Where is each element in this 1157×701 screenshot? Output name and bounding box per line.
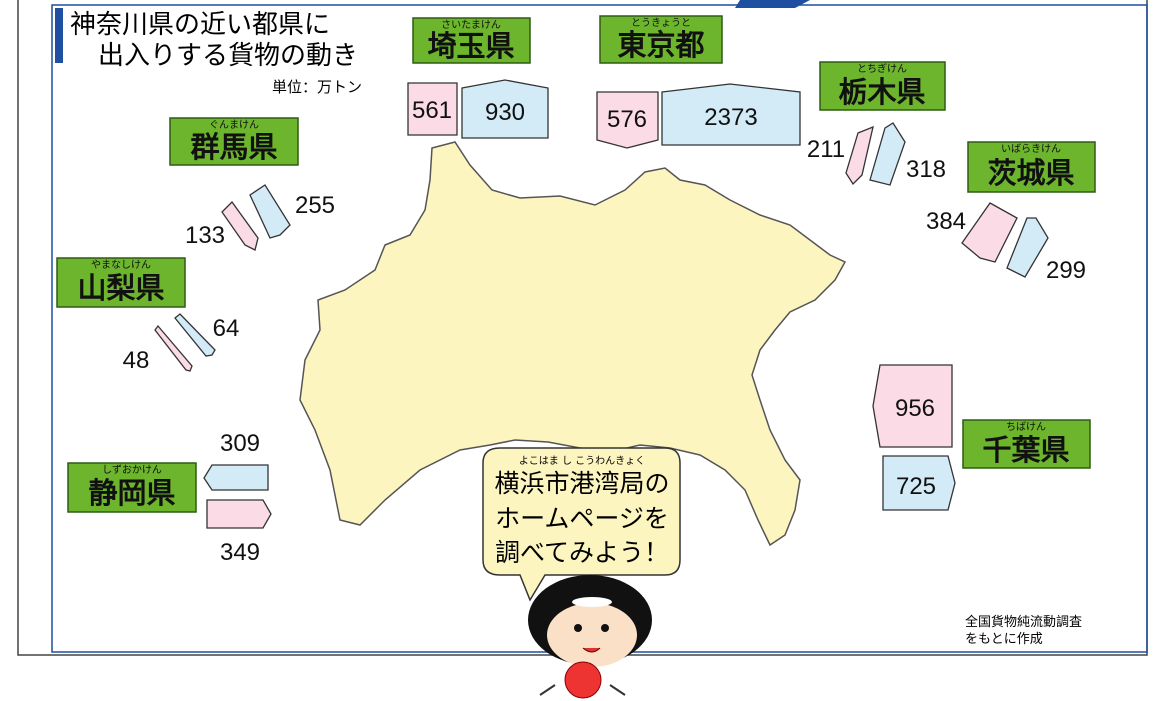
ruby: ちばけん [1006, 421, 1046, 433]
value: 211 [807, 136, 845, 163]
prefecture-label [56, 257, 186, 308]
ruby: とちぎけん [857, 62, 907, 75]
value: 48 [123, 347, 150, 374]
title: 出入りする貨物の動き [98, 41, 358, 71]
mascot [528, 575, 652, 699]
value: 64 [213, 315, 240, 342]
value: 309 [220, 430, 260, 457]
value: 956 [895, 395, 935, 422]
value: 561 [412, 97, 452, 124]
arrow-in [845, 125, 874, 186]
speech-bubble [482, 447, 681, 602]
arrow-in [407, 82, 458, 136]
arrow-out [174, 313, 216, 357]
arrow-in [961, 202, 1018, 263]
ruby: いばらきけん [1001, 143, 1061, 155]
title-bar [55, 8, 63, 63]
arrow-out [203, 464, 269, 491]
prefecture-label [599, 15, 723, 64]
ruby: やまなしけん [91, 259, 151, 271]
value: 349 [220, 539, 260, 566]
value: 384 [926, 208, 966, 235]
prefecture-name: 群馬県 [190, 130, 277, 164]
arrow-in [596, 91, 659, 149]
ruby: しずおかけん [102, 464, 162, 476]
prefecture-name: 千葉県 [982, 433, 1069, 467]
arrow-out [661, 83, 801, 146]
arrow-out [1006, 217, 1049, 278]
bubble-text: 調べてみよう！ [495, 538, 669, 567]
prefecture-label [412, 17, 531, 64]
ruby: よこはま し こうわんきょく [519, 455, 645, 467]
prefecture-name: 埼玉県 [427, 29, 514, 63]
arrow-in [872, 364, 953, 448]
prefecture-label [67, 462, 197, 513]
value: 2373 [704, 104, 757, 131]
kanagawa-map [299, 141, 847, 547]
prefecture-label [962, 419, 1091, 469]
prefecture-name: 静岡県 [88, 476, 175, 510]
arrow-out [869, 122, 906, 186]
arrow-in [154, 324, 193, 372]
arrow-out [249, 184, 291, 239]
value: 133 [185, 222, 225, 249]
prefecture-name: 栃木県 [838, 75, 925, 109]
arrow-out [461, 79, 549, 139]
prefecture-label [169, 117, 299, 166]
value: 930 [485, 99, 525, 126]
value: 576 [607, 106, 647, 133]
arrow-in [206, 499, 272, 529]
source: をもとに作成 [965, 632, 1043, 647]
prefecture-label [967, 141, 1096, 193]
prefecture-name: 東京都 [617, 28, 704, 62]
value: 318 [906, 156, 946, 183]
ruby: ぐんまけん [209, 119, 259, 131]
bubble-text: 横浜市港湾局の [494, 469, 669, 498]
prefecture-name: 茨城県 [987, 156, 1074, 190]
unit: 単位：万トン [272, 78, 362, 96]
ruby: さいたまけん [441, 19, 501, 31]
ruby: とうきょうと [631, 17, 691, 29]
bubble-text: ホームページを [495, 504, 669, 533]
arrow-out [882, 455, 956, 511]
value: 299 [1046, 257, 1086, 284]
prefecture-label [819, 61, 946, 111]
prefecture-name: 山梨県 [77, 271, 164, 305]
source: 全国貨物純流動調査 [965, 614, 1082, 630]
value: 255 [295, 192, 335, 219]
arrow-in [221, 201, 259, 251]
title: 神奈川県の近い都県に [70, 10, 330, 40]
value: 725 [896, 473, 936, 500]
tab [735, 0, 810, 8]
